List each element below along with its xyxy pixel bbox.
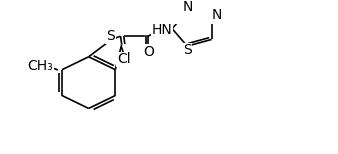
Text: CH₃: CH₃ <box>27 59 53 73</box>
Text: HN: HN <box>152 23 173 37</box>
Text: O: O <box>143 45 154 59</box>
Text: N: N <box>183 0 193 14</box>
Text: Cl: Cl <box>117 52 130 66</box>
Text: S: S <box>183 43 192 57</box>
Text: N: N <box>211 8 222 22</box>
Text: S: S <box>106 29 115 43</box>
